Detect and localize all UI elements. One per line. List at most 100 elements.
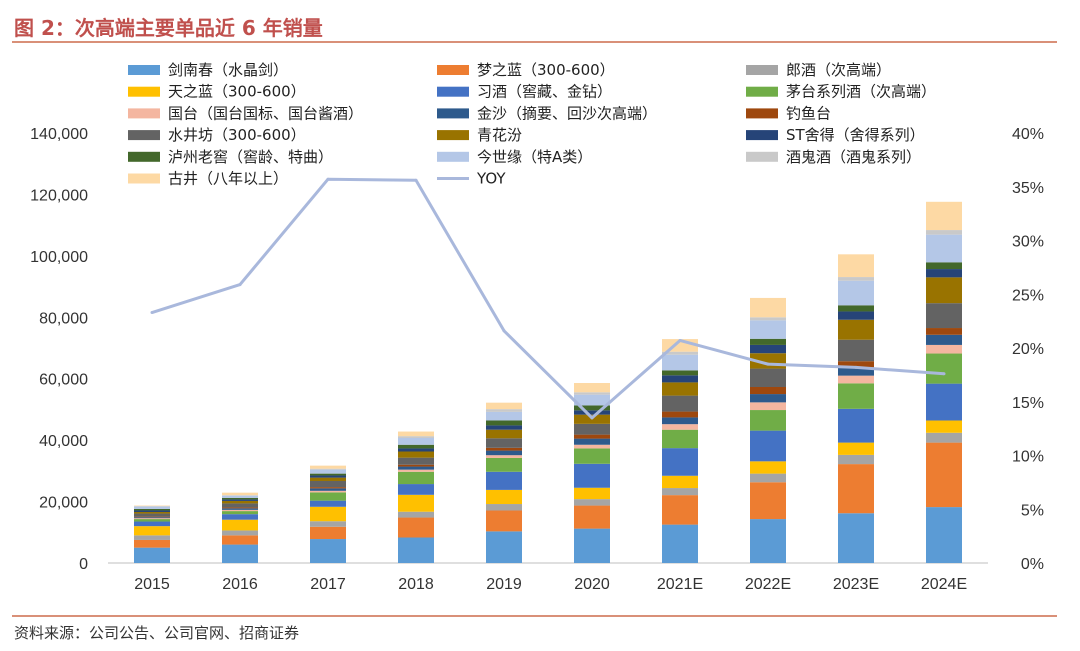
y2-tick-label: 0% [1021,556,1044,573]
bar-segment [662,417,698,425]
bar-segment [574,448,610,464]
bar-segment [838,311,874,320]
bar-segment [398,469,434,472]
bar-segment [134,539,170,548]
y2-tick-label: 15% [1012,395,1044,412]
bar-segment [310,480,346,488]
bar-segment [926,230,962,235]
legend-label: 茅台系列酒（次高端） [786,83,936,101]
bar-segment [398,436,434,438]
bar-segment [750,368,786,388]
bar-segment [486,425,522,430]
bar-segment [750,482,786,520]
bar-segment [222,535,258,545]
x-tick-label: 2022E [745,576,791,593]
legend-label: 金沙（摘要、回沙次高端） [477,104,657,122]
source-note: 资料来源：公司公告、公司官网、招商证券 [14,624,300,642]
bar-segment [926,420,962,433]
bar-segment [750,394,786,403]
bar-segment [926,442,962,508]
bar-segment [926,277,962,304]
y2-tick-label: 10% [1012,449,1044,466]
y-tick-label: 140,000 [30,126,88,143]
y2-tick-label: 5% [1021,502,1044,519]
yoy-point [678,338,682,342]
bar-segment [134,519,170,522]
bar-segment [926,344,962,354]
bar-segment [574,444,610,449]
bar-segment [134,521,170,527]
bar-segment [750,317,786,321]
y-tick-label: 80,000 [39,310,88,327]
bar-segment [574,505,610,529]
axes: 0 20,000 40,000 60,000 80,000 100,000 120,000 1… [30,126,1044,593]
bar-segment [222,507,258,509]
bar-segment [310,492,346,501]
bar-segment [486,438,522,448]
legend-swatch [746,130,778,141]
legend-label: 习酒（窖藏、金钻） [477,83,612,101]
bar-segment [310,469,346,474]
bar-segment [486,429,522,439]
legend-swatch [437,151,469,162]
y2-tick-label: 25% [1012,287,1044,304]
yoy-point [854,365,858,369]
bar-segment [310,490,346,493]
bar-segment [750,430,786,462]
bar-segment [486,531,522,563]
bar-segment [662,351,698,355]
bar-segment [398,444,434,449]
bar-segment [574,499,610,506]
x-tick-label: 2024E [921,576,967,593]
legend-swatch [128,173,160,184]
bar-segment [838,319,874,340]
bar-segment [486,447,522,451]
bar-segment [222,509,258,512]
y2-tick-label: 20% [1012,341,1044,358]
bar-segment [134,510,170,513]
legend-label: 钓鱼台 [786,104,831,122]
legend-swatch [128,86,160,97]
x-tick-label: 2018 [398,576,434,593]
bar-segment [662,424,698,430]
legend-label: 水井坊（300-600） [168,126,306,144]
bar-segment [750,387,786,395]
y-tick-label: 120,000 [30,187,88,204]
bar-segment [222,495,258,496]
legend-label: 梦之蓝（300-600） [477,61,615,79]
legend-swatch [437,108,469,119]
bar-segment [926,262,962,270]
bar-segment [926,269,962,278]
bar-segment [662,395,698,412]
bar-segment [662,429,698,449]
bar-segment [134,517,170,519]
bar-segment [750,519,786,563]
bar-segment [926,328,962,335]
bar-segment [134,513,170,517]
x-tick-label: 2016 [222,576,258,593]
bar-segment [750,461,786,474]
bar-segment [486,489,522,505]
yoy-point [414,178,418,182]
yoy-point [150,311,154,315]
bar-segment [134,535,170,540]
bar-segment [486,455,522,458]
bar-segment [926,383,962,421]
bar-segment [398,464,434,467]
bar-segment [926,432,962,443]
x-tick-label: 2015 [134,576,170,593]
bar-segment [838,367,874,376]
bar-segment [750,338,786,345]
source-divider [12,615,1057,617]
bar-segment [486,420,522,426]
bar-segment [838,305,874,312]
bar-segment [662,382,698,396]
bar-segment [926,303,962,329]
bar-segment [838,464,874,514]
bar-segment [134,516,170,518]
bar-segment [310,475,346,478]
bar-segment [222,508,258,510]
bar-segment [398,471,434,485]
bar-segment [662,411,698,418]
bar-segment [838,454,874,465]
